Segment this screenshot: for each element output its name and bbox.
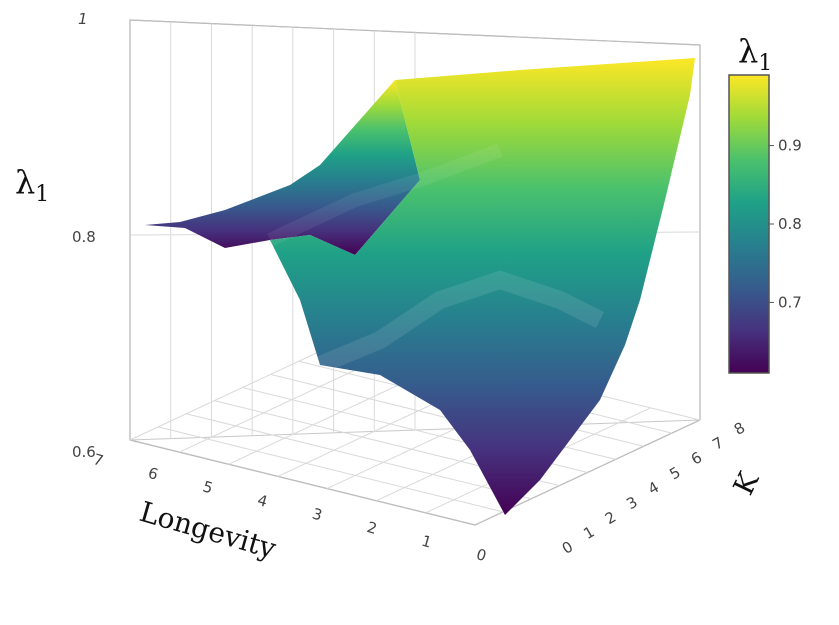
surface-fold-highlight — [316, 270, 605, 374]
surface-upper-left-panel — [145, 80, 420, 255]
y-tick-label: 2 — [602, 508, 619, 528]
y-tick-label: 8 — [731, 418, 748, 438]
colorbar-gradient — [728, 74, 770, 374]
surface-main-panel — [270, 58, 695, 515]
y-tick-label: 0 — [559, 537, 576, 557]
colorbar-tick-label: 0.9 — [778, 137, 802, 155]
y-axis-title: K — [727, 466, 766, 500]
colorbar: λ1 0.7 0.8 0.9 — [728, 32, 802, 374]
z-axis-title: λ1 — [15, 163, 49, 207]
x-tick-label: 1 — [420, 532, 434, 552]
colorbar-tick-label: 0.8 — [778, 215, 802, 233]
z-tick-label: 0.8 — [72, 228, 96, 246]
x-tick-label: 2 — [365, 518, 379, 538]
y-tick-label: 5 — [666, 463, 683, 483]
z-tick-label: 1 — [78, 10, 88, 28]
y-tick-label: 6 — [688, 448, 705, 468]
x-tick-label: 0 — [474, 545, 488, 565]
x-tick-label: 6 — [146, 464, 160, 484]
y-tick-label: 1 — [580, 523, 597, 543]
x-tick-label: 7 — [91, 450, 105, 470]
colorbar-title: λ1 — [738, 32, 772, 76]
surface-fold-highlight-upper — [267, 143, 503, 247]
colorbar-tick-label: 0.7 — [778, 293, 802, 311]
y-tick-label: 4 — [645, 478, 662, 498]
x-tick-label: 3 — [310, 505, 324, 525]
z-axis: 1 0.8 0.6 λ1 — [15, 10, 96, 461]
y-tick-label: 3 — [623, 493, 640, 513]
lambda-surface — [145, 58, 695, 515]
x-tick-label: 5 — [201, 477, 215, 497]
z-tick-label: 0.6 — [72, 443, 96, 461]
x-tick-label: 4 — [255, 491, 269, 511]
y-tick-label: 7 — [709, 433, 726, 453]
